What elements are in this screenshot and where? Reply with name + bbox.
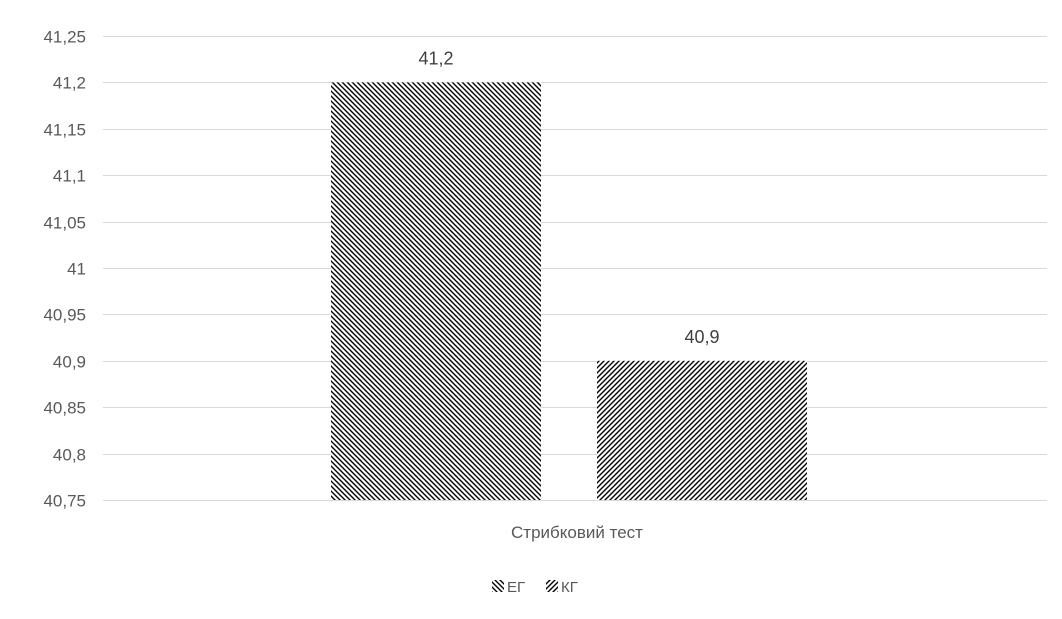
legend-label: КГ bbox=[561, 579, 578, 596]
y-tick-label: 40,75 bbox=[43, 492, 86, 511]
data-label-ЕГ: 41,2 bbox=[418, 48, 453, 68]
y-tick-label: 41 bbox=[67, 260, 86, 279]
legend-label: ЕГ bbox=[507, 579, 525, 596]
y-tick-label: 41,05 bbox=[43, 214, 86, 233]
y-tick-label: 40,9 bbox=[53, 353, 86, 372]
y-tick-label: 41,2 bbox=[53, 74, 86, 93]
bars bbox=[331, 82, 807, 501]
legend: ЕГ КГ bbox=[492, 579, 578, 596]
data-label-КГ: 40,9 bbox=[684, 327, 719, 347]
x-category-label: Стрибковий тест bbox=[511, 523, 643, 542]
gridlines bbox=[103, 36, 1047, 501]
bar-КГ bbox=[597, 360, 807, 500]
x-axis: Стрибковий тест bbox=[103, 500, 1047, 542]
y-tick-label: 41,1 bbox=[53, 167, 86, 186]
y-tick-label: 41,25 bbox=[43, 28, 86, 47]
y-axis-tick-labels: 40,75 40,8 40,85 40,9 40,95 41 41,05 41,1 41,15 4… bbox=[43, 28, 86, 511]
legend-item-КГ: КГ bbox=[546, 579, 578, 596]
y-tick-label: 40,85 bbox=[43, 399, 86, 418]
legend-item-ЕГ: ЕГ bbox=[492, 579, 525, 596]
legend-swatch bbox=[492, 580, 504, 592]
bar-ЕГ bbox=[331, 82, 541, 501]
data-labels: 41,2 40,9 bbox=[418, 48, 719, 346]
y-tick-label: 40,95 bbox=[43, 306, 86, 325]
y-tick-label: 41,15 bbox=[43, 121, 86, 140]
legend-swatch bbox=[546, 580, 558, 592]
y-tick-label: 40,8 bbox=[53, 446, 86, 465]
